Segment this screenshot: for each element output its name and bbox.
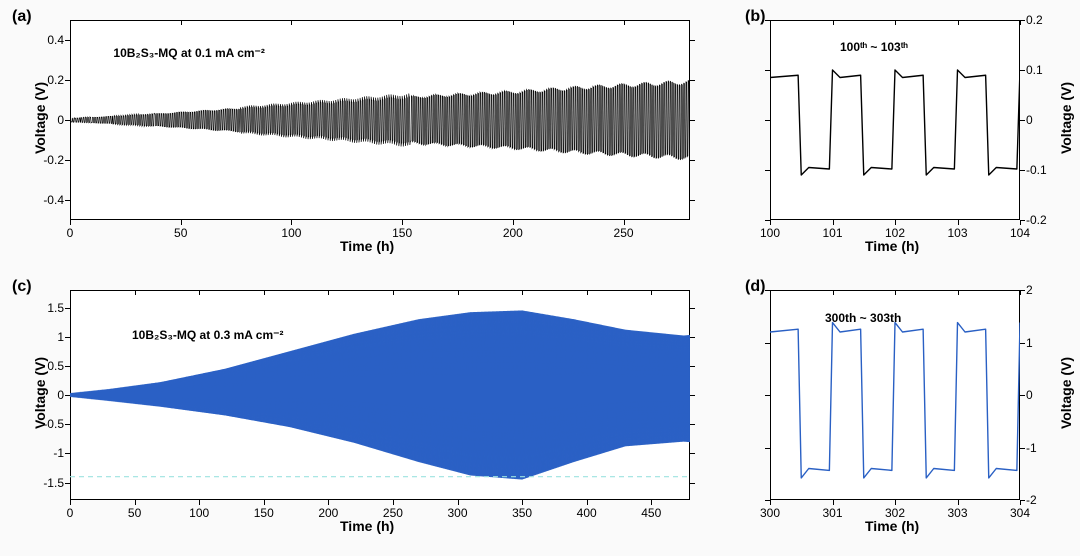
y-tick-label: 2 <box>1026 283 1060 297</box>
annotation: 10B₂S₃-MQ at 0.1 mA cm⁻² <box>113 46 264 60</box>
y-tick-label: -1 <box>30 446 64 460</box>
y-tick-label: 0.4 <box>30 33 64 47</box>
x-tick-label: 303 <box>943 506 973 520</box>
y-tick-label: 0.1 <box>1026 63 1060 77</box>
y-tick-label: 0.2 <box>30 73 64 87</box>
plot-d-xlabel: Time (h) <box>865 518 919 534</box>
x-tick-label: 0 <box>55 226 85 240</box>
x-tick-label: 101 <box>818 226 848 240</box>
x-tick-label: 301 <box>818 506 848 520</box>
annotation: 300th ~ 303th <box>825 311 901 325</box>
y-tick-label: -0.4 <box>30 193 64 207</box>
y-tick-label: 0 <box>1026 113 1060 127</box>
x-tick-label: 100 <box>755 226 785 240</box>
annotation: 100ᵗʰ ~ 103ᵗʰ <box>840 40 908 54</box>
x-tick-label: 400 <box>572 506 602 520</box>
y-tick-label: -1.5 <box>30 476 64 490</box>
y-tick-label: 0.2 <box>1026 13 1060 27</box>
x-tick-label: 150 <box>249 506 279 520</box>
x-tick-label: 100 <box>184 506 214 520</box>
y-tick-label: 0 <box>1026 388 1060 402</box>
x-tick-label: 200 <box>313 506 343 520</box>
panel-d-label: (d) <box>745 278 765 296</box>
y-tick-label: -0.1 <box>1026 163 1060 177</box>
y-tick-label: -1 <box>1026 441 1060 455</box>
x-tick-label: 300 <box>443 506 473 520</box>
plot-b-ylabel: Voltage (V) <box>1058 68 1074 168</box>
x-tick-label: 50 <box>166 226 196 240</box>
x-tick-label: 250 <box>609 226 639 240</box>
y-tick-label: 1 <box>1026 336 1060 350</box>
x-tick-label: 250 <box>378 506 408 520</box>
plot-c-xlabel: Time (h) <box>340 518 394 534</box>
y-tick-label: 1.5 <box>30 301 64 315</box>
x-tick-label: 103 <box>943 226 973 240</box>
y-tick-label: -0.2 <box>30 153 64 167</box>
y-tick-label: 0 <box>30 113 64 127</box>
x-tick-label: 350 <box>507 506 537 520</box>
x-tick-label: 150 <box>387 226 417 240</box>
x-tick-label: 102 <box>880 226 910 240</box>
x-tick-label: 200 <box>498 226 528 240</box>
panel-a-label: (a) <box>12 8 32 26</box>
x-tick-label: 304 <box>1005 506 1035 520</box>
y-tick-label: 0 <box>30 388 64 402</box>
plot-a-xlabel: Time (h) <box>340 238 394 254</box>
x-tick-label: 300 <box>755 506 785 520</box>
plot-b-xlabel: Time (h) <box>865 238 919 254</box>
x-tick-label: 450 <box>636 506 666 520</box>
figure-root: (a) (b) (c) (d) Voltage (V) Time (h) Vol… <box>0 0 1080 556</box>
y-tick-label: -0.2 <box>1026 213 1060 227</box>
x-tick-label: 302 <box>880 506 910 520</box>
x-tick-label: 0 <box>55 506 85 520</box>
x-tick-label: 100 <box>276 226 306 240</box>
x-tick-label: 50 <box>120 506 150 520</box>
y-tick-label: 1 <box>30 330 64 344</box>
y-tick-label: -2 <box>1026 493 1060 507</box>
y-tick-label: 0.5 <box>30 359 64 373</box>
panel-c-label: (c) <box>12 278 32 296</box>
annotation: 10B₂S₃-MQ at 0.3 mA cm⁻² <box>132 328 283 342</box>
y-tick-label: -0.5 <box>30 417 64 431</box>
x-tick-label: 104 <box>1005 226 1035 240</box>
plot-c <box>70 290 690 500</box>
plot-d-ylabel: Voltage (V) <box>1058 343 1074 443</box>
panel-b-label: (b) <box>745 8 765 26</box>
